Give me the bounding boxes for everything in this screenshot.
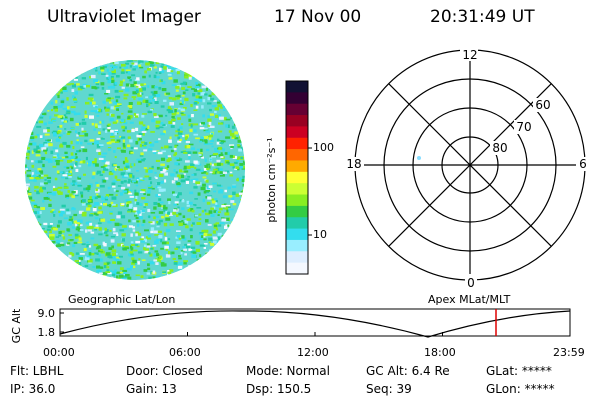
gcalt-label: GC Alt: 6.4 Re xyxy=(366,364,450,378)
ip-label: IP: 36.0 xyxy=(10,382,56,396)
time-label: 20:31:49 UT xyxy=(430,7,535,27)
gain-label: Gain: 13 xyxy=(126,382,177,396)
glon-label: GLon: ***** xyxy=(486,382,555,396)
colorbar-swatch xyxy=(286,183,308,196)
y-tick-9: 9.0 xyxy=(38,307,56,320)
colorbar-tick-100: 100 xyxy=(313,141,334,154)
lat-label-70: 70 xyxy=(516,120,531,134)
colorbar-tick-10: 10 xyxy=(313,228,327,241)
colorbar-unit-label: photon cm⁻²s⁻¹ xyxy=(265,137,278,222)
colorbar-swatch xyxy=(286,137,308,150)
colorbar xyxy=(285,80,312,275)
colorbar-swatch xyxy=(286,262,308,275)
instrument-title: Ultraviolet Imager xyxy=(47,7,201,27)
colorbar-swatch xyxy=(286,205,308,218)
colorbar-swatch xyxy=(286,103,308,116)
lat-label-60: 60 xyxy=(535,98,550,112)
axis-title: GC Alt xyxy=(10,308,23,343)
colorbar-swatch xyxy=(286,171,308,184)
auroral-image xyxy=(25,60,245,280)
date-label: 17 Nov 00 xyxy=(274,7,362,27)
colorbar-swatch xyxy=(286,149,308,162)
flt-label: Flt: LBHL xyxy=(10,364,64,378)
mlt-label-0: 0 xyxy=(467,276,475,290)
lat-label-80: 80 xyxy=(492,141,507,155)
dsp-label: Dsp: 150.5 xyxy=(246,382,312,396)
altitude-timeline: GC Alt 9.0 1.8 xyxy=(10,307,571,343)
apex-label: Apex MLat/MLT xyxy=(428,293,511,306)
x-tick-0600: 06:00 xyxy=(169,346,201,359)
colorbar-swatch xyxy=(286,228,308,241)
colorbar-swatch xyxy=(286,194,308,207)
colorbar-swatch xyxy=(286,217,308,230)
x-tick-2359: 23:59 xyxy=(553,346,585,359)
x-tick-1200: 12:00 xyxy=(297,346,329,359)
seq-label: Seq: 39 xyxy=(366,382,412,396)
colorbar-swatch xyxy=(286,239,308,252)
glat-label: GLat: ***** xyxy=(486,364,552,378)
data-point xyxy=(417,156,421,160)
door-label: Door: Closed xyxy=(126,364,203,378)
mlt-label-18: 18 xyxy=(346,157,361,171)
colorbar-swatch xyxy=(286,92,308,105)
colorbar-swatch xyxy=(286,81,308,93)
y-tick-1: 1.8 xyxy=(38,326,56,339)
colorbar-swatch xyxy=(286,115,308,128)
colorbar-swatch xyxy=(286,160,308,173)
colorbar-swatch xyxy=(286,251,308,264)
mlt-label-6: 6 xyxy=(579,157,587,171)
polar-grid: 12 18 6 0 60 70 80 xyxy=(344,48,590,290)
geographic-label: Geographic Lat/Lon xyxy=(68,293,176,306)
mlt-label-12: 12 xyxy=(462,48,477,62)
mode-label: Mode: Normal xyxy=(246,364,330,378)
x-tick-0000: 00:00 xyxy=(43,346,75,359)
colorbar-swatch xyxy=(286,126,308,139)
x-tick-1800: 18:00 xyxy=(424,346,456,359)
svg-text:photon cm⁻²s⁻¹: photon cm⁻²s⁻¹ xyxy=(265,137,278,222)
